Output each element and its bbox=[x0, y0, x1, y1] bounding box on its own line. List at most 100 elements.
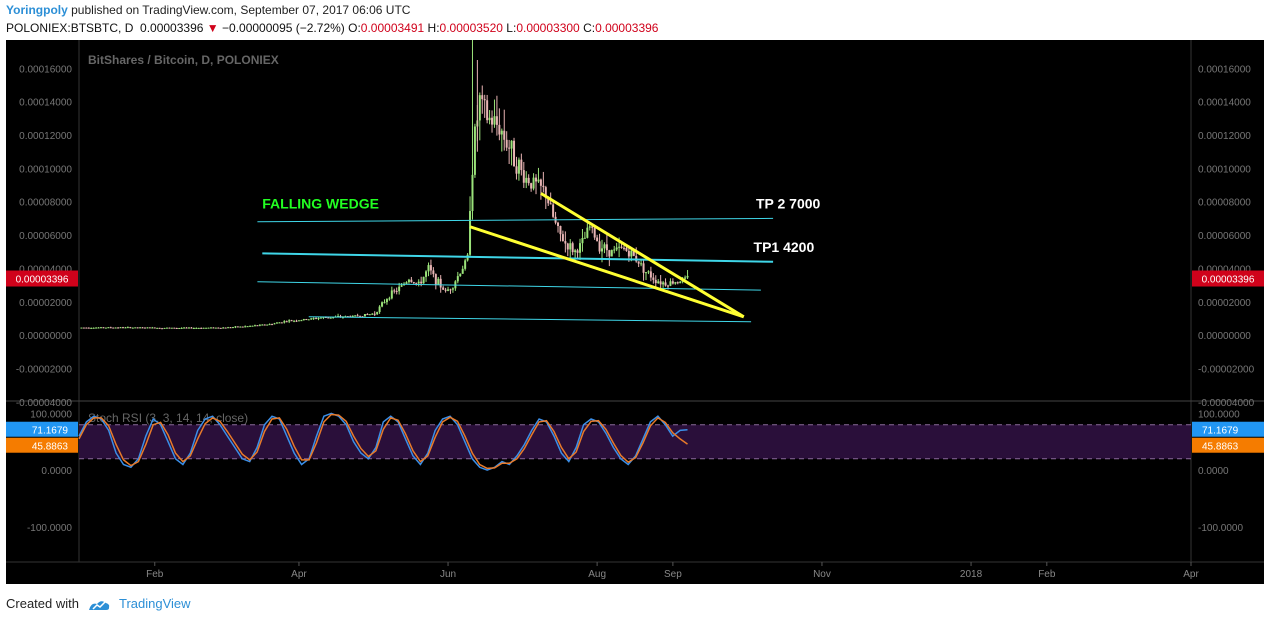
candle-body bbox=[275, 322, 278, 324]
candle-body bbox=[178, 327, 181, 329]
candle-body bbox=[207, 327, 210, 329]
candle-body bbox=[273, 323, 276, 325]
candle-body bbox=[671, 281, 674, 284]
price-tick-label-left: 0.00006000 bbox=[19, 231, 72, 242]
price-tick-label-right: 0.00010000 bbox=[1198, 164, 1251, 175]
candle-body bbox=[307, 319, 310, 321]
candle-body bbox=[508, 147, 511, 149]
candle-body bbox=[85, 327, 88, 329]
candle-body bbox=[481, 95, 484, 100]
time-tick-label: Sep bbox=[664, 569, 682, 580]
candle-body bbox=[121, 327, 124, 329]
candle-body bbox=[312, 318, 315, 320]
wedge-line bbox=[540, 192, 745, 319]
price-badge-right-text: 0.00003396 bbox=[1202, 275, 1255, 286]
candle-body bbox=[495, 116, 498, 125]
time-tick-label: Apr bbox=[291, 569, 307, 580]
tradingview-link[interactable]: TradingView bbox=[118, 596, 191, 612]
candle-body bbox=[143, 327, 146, 329]
candle-body bbox=[527, 177, 530, 184]
candle-body bbox=[190, 327, 193, 329]
candle-body bbox=[664, 282, 667, 286]
price-tick-label-right: 0.00004000 bbox=[1198, 264, 1251, 275]
symbol-label: POLONIEX:BTSBTC, D bbox=[6, 21, 134, 35]
candle-body bbox=[180, 327, 183, 329]
candle-body bbox=[432, 270, 435, 275]
rsi-k-badge-text-left: 71.1679 bbox=[32, 426, 69, 437]
candle-body bbox=[202, 327, 205, 329]
candle-body bbox=[114, 327, 117, 329]
candle-body bbox=[339, 315, 342, 317]
candle-body bbox=[366, 314, 369, 316]
chart-svg[interactable]: 0.00016000 0.00016000 0.00014000 0.00014000… bbox=[6, 40, 1264, 584]
candle-body bbox=[549, 203, 552, 205]
candle-body bbox=[219, 327, 222, 329]
candle-body bbox=[346, 316, 349, 318]
candle-body bbox=[146, 327, 149, 329]
candle-body bbox=[329, 317, 332, 319]
down-arrow-icon: ▼ bbox=[206, 21, 219, 35]
symbol-ohlc-line: POLONIEX:BTSBTC, D 0.00003396 ▼ −0.00000… bbox=[6, 21, 658, 35]
candle-body bbox=[415, 282, 418, 284]
candle-body bbox=[300, 320, 303, 322]
candle-body bbox=[676, 282, 679, 284]
candle-body bbox=[161, 328, 164, 330]
rsi-tick-label-left: -100.0000 bbox=[27, 523, 72, 534]
candle-body bbox=[183, 327, 186, 329]
candle-body bbox=[368, 314, 371, 316]
candle-body bbox=[586, 227, 589, 238]
open-label: O: bbox=[348, 21, 361, 35]
candle-body bbox=[361, 316, 364, 318]
candle-body bbox=[170, 327, 173, 329]
candle-body bbox=[153, 327, 156, 329]
high-label: H: bbox=[427, 21, 440, 35]
candle-body bbox=[640, 263, 643, 265]
candle-body bbox=[620, 246, 623, 248]
candle-body bbox=[405, 282, 408, 284]
candle-body bbox=[491, 117, 494, 125]
candle-body bbox=[244, 326, 247, 328]
rsi-k-badge-text-right: 71.1679 bbox=[1202, 426, 1239, 437]
candle-body bbox=[195, 327, 198, 329]
chart-area[interactable]: 0.00016000 0.00016000 0.00014000 0.00014000… bbox=[6, 40, 1264, 584]
time-tick-label: 2018 bbox=[960, 569, 983, 580]
candle-body bbox=[117, 327, 120, 329]
rsi-tick-label-right: 100.0000 bbox=[1198, 409, 1240, 420]
candle-body bbox=[576, 250, 579, 253]
candle-body bbox=[134, 327, 137, 329]
candle-body bbox=[158, 327, 161, 329]
price-tick-label-right: 0.00002000 bbox=[1198, 298, 1251, 309]
last-price: 0.00003396 bbox=[140, 21, 204, 35]
author-link[interactable]: Yoringpoly bbox=[6, 3, 68, 17]
candle-body bbox=[642, 263, 645, 273]
candle-body bbox=[305, 319, 308, 321]
tradingview-logo-icon[interactable] bbox=[87, 596, 111, 612]
candle-body bbox=[141, 327, 144, 329]
candle-body bbox=[102, 327, 105, 329]
candle-body bbox=[539, 179, 542, 186]
candle-body bbox=[381, 302, 384, 307]
chart-title: BitShares / Bitcoin, D, POLONIEX bbox=[88, 53, 279, 67]
candle-body bbox=[261, 324, 264, 326]
falling-wedge-label: FALLING WEDGE bbox=[262, 195, 379, 211]
candle-body bbox=[390, 290, 393, 299]
tp1-label: TP1 4200 bbox=[754, 239, 815, 255]
candle-body bbox=[412, 282, 415, 284]
candle-body bbox=[310, 318, 313, 320]
publish-line: Yoringpoly published on TradingView.com,… bbox=[6, 3, 410, 17]
candle-body bbox=[429, 265, 432, 271]
candle-body bbox=[505, 139, 508, 148]
candle-body bbox=[483, 99, 486, 101]
candle-body bbox=[151, 327, 154, 329]
candle-body bbox=[581, 238, 584, 244]
candle-body bbox=[109, 327, 112, 329]
candle-body bbox=[165, 327, 168, 329]
candle-body bbox=[95, 327, 98, 329]
candle-body bbox=[613, 249, 616, 251]
candle-body bbox=[185, 327, 188, 329]
candle-body bbox=[214, 327, 217, 329]
candle-body bbox=[327, 317, 330, 319]
candle-body bbox=[231, 327, 234, 329]
candle-body bbox=[129, 327, 132, 329]
candle-body bbox=[251, 325, 254, 327]
